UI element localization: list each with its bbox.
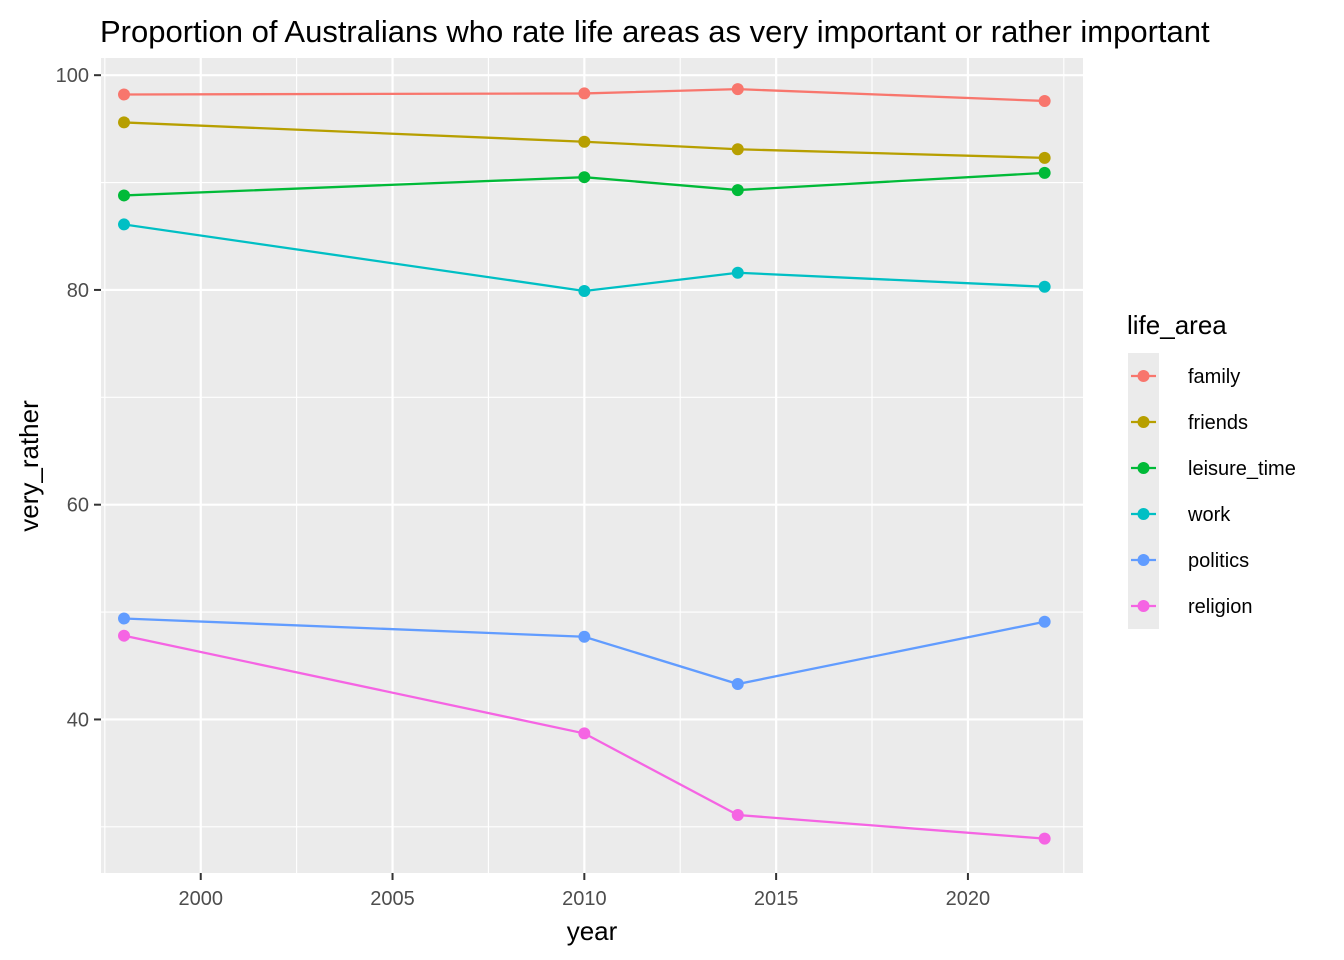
data-point-leisure_time <box>118 189 131 202</box>
data-point-leisure_time <box>731 184 744 197</box>
data-point-friends <box>1038 151 1051 164</box>
x-tick-label: 2000 <box>178 888 223 910</box>
legend-label-religion: religion <box>1188 596 1252 618</box>
legend-label-politics: politics <box>1188 550 1249 572</box>
legend-key-point-family <box>1137 370 1150 382</box>
x-axis: 2000 2005 2010 2015 2020 <box>178 873 990 910</box>
data-point-family <box>118 88 131 101</box>
data-point-work <box>578 285 591 298</box>
y-tick-label: 80 <box>67 280 89 302</box>
data-point-friends <box>731 143 744 156</box>
series-line-family <box>124 87 1045 103</box>
series-layer <box>118 83 1051 845</box>
data-point-leisure_time <box>578 171 591 184</box>
minor-gridlines <box>101 58 1083 873</box>
x-tick-label: 2005 <box>370 888 415 910</box>
data-point-friends <box>578 135 591 148</box>
series-line-work <box>123 223 1045 293</box>
legend-keys-background <box>1128 353 1159 629</box>
y-tick-label: 100 <box>56 65 89 87</box>
y-tick-label: 40 <box>67 709 89 731</box>
legend-key-point-religion <box>1137 600 1150 612</box>
legend-label-friends: friends <box>1188 412 1248 434</box>
data-point-family <box>1038 94 1051 107</box>
data-point-politics <box>578 630 591 643</box>
data-point-work <box>118 218 131 231</box>
data-point-work <box>1038 280 1051 293</box>
data-point-family <box>731 83 744 96</box>
legend-key-point-politics <box>1137 554 1150 566</box>
data-point-leisure_time <box>1038 166 1051 179</box>
y-axis: 40 60 80 100 <box>56 65 101 731</box>
x-tick-label: 2020 <box>946 888 991 910</box>
legend-label-family: family <box>1188 366 1240 388</box>
series-line-politics <box>123 617 1045 686</box>
legend-key-point-leisure_time <box>1137 462 1150 474</box>
series-line-friends <box>123 121 1045 160</box>
data-point-religion <box>731 809 744 822</box>
x-axis-title: year <box>567 916 618 946</box>
data-point-religion <box>578 727 591 740</box>
data-point-politics <box>1038 615 1051 628</box>
data-point-religion <box>118 629 131 642</box>
legend-key-point-work <box>1137 508 1150 520</box>
data-point-politics <box>731 678 744 691</box>
legend-label-leisure_time: leisure_time <box>1188 458 1296 480</box>
chart-title: Proportion of Australians who rate life … <box>100 14 1210 49</box>
data-point-work <box>731 266 744 279</box>
data-point-religion <box>1038 832 1051 845</box>
plot-panel <box>101 58 1083 873</box>
series-line-religion <box>123 634 1045 840</box>
y-axis-title: very_rather <box>14 400 44 532</box>
legend-title: life_area <box>1127 310 1227 340</box>
legend-label-work: work <box>1187 504 1231 526</box>
x-tick-label: 2010 <box>562 888 607 910</box>
legend-key-point-friends <box>1137 416 1150 428</box>
series-line-leisure_time <box>123 171 1045 197</box>
y-tick-label: 60 <box>67 495 89 517</box>
x-tick-label: 2015 <box>754 888 799 910</box>
data-point-politics <box>118 612 131 625</box>
data-point-family <box>578 87 591 100</box>
data-point-friends <box>118 116 131 129</box>
